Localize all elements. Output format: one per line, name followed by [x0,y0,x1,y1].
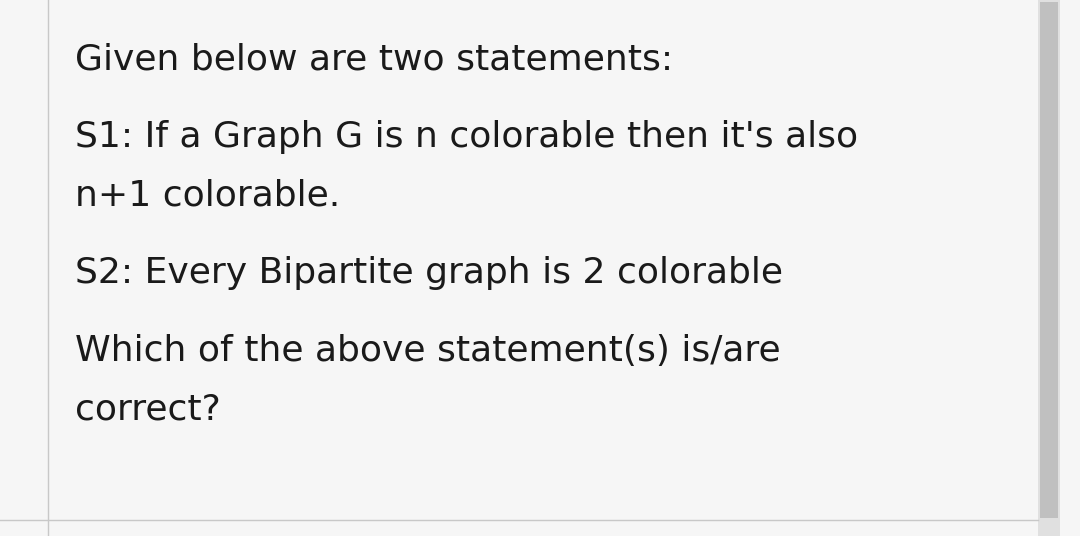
Text: correct?: correct? [75,392,220,426]
Bar [1040,2,1058,518]
Text: S1: If a Graph G is n colorable then it's also: S1: If a Graph G is n colorable then it'… [75,120,859,154]
Text: Which of the above statement(s) is/are: Which of the above statement(s) is/are [75,334,781,368]
Text: Given below are two statements:: Given below are two statements: [75,42,673,76]
Text: n+1 colorable.: n+1 colorable. [75,178,340,212]
Text: S2: Every Bipartite graph is 2 colorable: S2: Every Bipartite graph is 2 colorable [75,256,783,290]
Bar [1038,0,1059,536]
